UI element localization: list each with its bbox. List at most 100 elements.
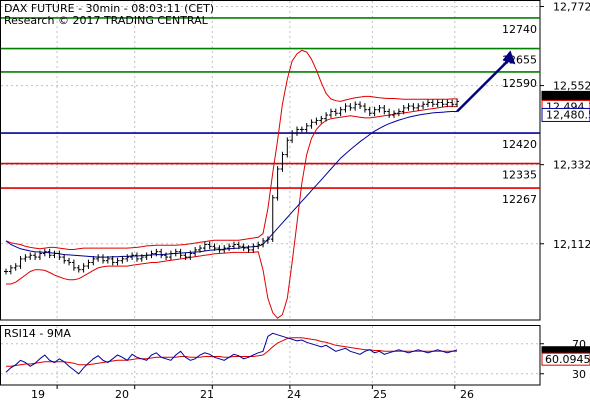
price-bar — [358, 101, 363, 109]
price-bar — [37, 250, 42, 260]
price-bar — [314, 117, 319, 126]
price-series — [4, 49, 516, 319]
price-bar — [144, 252, 149, 260]
price-bar — [130, 252, 135, 260]
price-bar — [275, 166, 280, 201]
price-bar — [159, 248, 164, 259]
price-bar — [382, 104, 387, 115]
level-label-12740: 12740 — [502, 23, 537, 36]
price-bar — [42, 248, 47, 257]
price-bar — [227, 243, 232, 251]
price-bar — [222, 245, 227, 253]
price-bar — [86, 259, 91, 269]
research-credit: Research © 2017 TRADING CENTRAL — [4, 14, 208, 27]
price-bar — [183, 252, 188, 260]
price-bar — [202, 241, 207, 251]
price-bar — [193, 247, 198, 257]
price-bar — [8, 264, 13, 275]
price-bar — [154, 248, 159, 257]
price-bar — [57, 250, 62, 260]
price-bar — [115, 257, 120, 266]
price-bar — [236, 241, 241, 250]
level-label-12335: 12335 — [502, 169, 537, 182]
price-bar — [421, 101, 426, 109]
price-bar — [309, 119, 314, 129]
price-bar — [13, 263, 18, 271]
price-bar — [450, 99, 455, 108]
price-bar — [246, 245, 251, 253]
price-axis: 12,77212,55212,33212,11212,50812,494.112… — [540, 0, 590, 251]
price-bar — [270, 194, 275, 242]
level-label-12590: 12590 — [502, 77, 537, 90]
price-bar — [304, 122, 309, 133]
price-bar — [338, 106, 343, 117]
price-badge-label: 12,480.5 — [546, 108, 590, 121]
price-bar — [411, 103, 416, 111]
price-bar — [319, 115, 324, 124]
price-bar — [256, 241, 261, 250]
price-bar — [4, 268, 8, 275]
price-y-tick-label: 12,332 — [553, 159, 590, 172]
rsi-title: RSI14 - 9MA — [4, 327, 71, 340]
price-bar — [348, 103, 353, 111]
price-bar — [212, 243, 217, 251]
price-bar — [173, 248, 178, 257]
price-bar — [67, 257, 72, 266]
price-bar — [18, 256, 23, 269]
price-bar — [324, 112, 329, 122]
price-bar — [333, 108, 338, 117]
price-bar — [285, 137, 290, 158]
price-bar — [430, 99, 435, 108]
rsi-ma-line — [6, 337, 457, 367]
price-bar — [168, 250, 173, 260]
price-y-tick-label: 12,112 — [553, 238, 590, 251]
rsi-panel: 703062.033960.0945 — [0, 325, 590, 386]
price-bar — [178, 248, 183, 259]
price-bar — [105, 256, 110, 264]
price-bar — [280, 151, 285, 172]
rsi-panel-frame — [0, 325, 541, 386]
price-bar — [251, 243, 256, 253]
rsi-badge: 60.0945 — [541, 352, 590, 366]
price-bar — [416, 103, 421, 111]
price-bar — [261, 238, 266, 248]
price-bar — [164, 252, 169, 260]
price-bar — [392, 110, 396, 118]
price-bar — [406, 103, 411, 111]
bollinger-lower-line — [6, 105, 457, 319]
price-panel-frame — [0, 0, 541, 321]
price-bar — [120, 256, 125, 264]
x-tick-label: 26 — [460, 388, 474, 400]
price-bar — [372, 106, 377, 117]
x-tick-label: 19 — [31, 388, 45, 400]
price-bar — [387, 108, 392, 118]
price-bar — [71, 259, 76, 271]
price-bar — [362, 103, 367, 113]
price-badge: 12,480.5 — [541, 107, 590, 122]
x-tick-label: 25 — [373, 388, 387, 400]
price-bar — [96, 254, 101, 262]
forecast-arrow-line — [456, 57, 512, 113]
price-bar — [101, 254, 105, 264]
price-bar — [188, 250, 193, 260]
rsi-badge-label: 60.0945 — [545, 353, 590, 366]
price-bar — [217, 245, 222, 253]
price-bar — [23, 254, 28, 262]
price-bar — [353, 101, 358, 111]
forecast-arrow-head — [502, 50, 516, 65]
price-bar — [440, 99, 445, 108]
price-bar — [265, 236, 270, 244]
price-bar — [295, 126, 299, 136]
price-gridlines — [0, 0, 541, 321]
price-bar — [425, 99, 430, 108]
price-bar — [207, 241, 212, 250]
price-bar — [231, 241, 236, 250]
price-y-tick-label: 12,552 — [553, 80, 590, 93]
price-y-tick-label: 12,772 — [553, 0, 590, 13]
level-label-12420: 12420 — [502, 138, 537, 151]
price-bar — [343, 103, 348, 113]
price-bar — [76, 264, 81, 273]
price-bar — [377, 104, 382, 113]
price-bar — [290, 130, 295, 144]
